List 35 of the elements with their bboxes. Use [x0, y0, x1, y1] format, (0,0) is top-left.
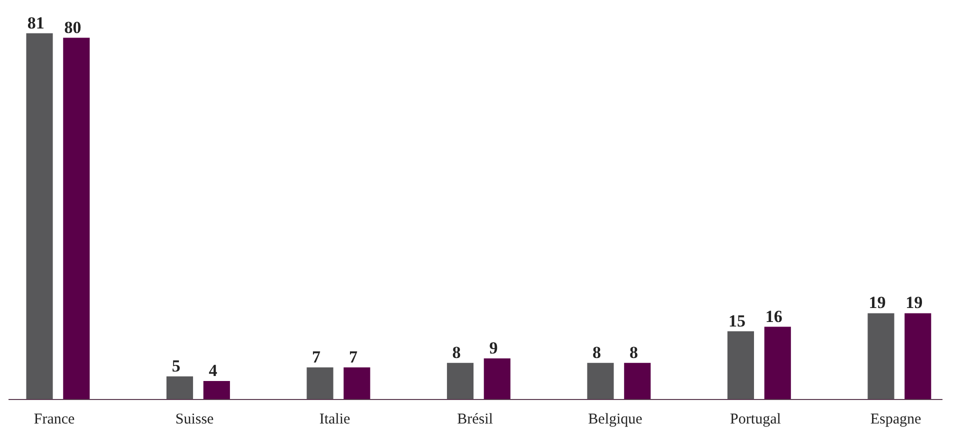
bar — [587, 362, 614, 399]
bar — [764, 326, 791, 399]
bar — [904, 313, 932, 399]
data-label: 8 — [592, 342, 602, 362]
bar — [344, 367, 370, 399]
bar — [306, 367, 334, 399]
data-label: 80 — [64, 18, 82, 37]
data-label: 19 — [906, 293, 923, 312]
data-label: 19 — [868, 293, 886, 312]
bar — [868, 313, 894, 399]
data-label: 81 — [27, 13, 44, 32]
data-label: 7 — [348, 347, 358, 366]
data-label: 5 — [172, 356, 180, 376]
data-label: 7 — [312, 347, 322, 366]
x-tick-label: Italie — [319, 412, 350, 428]
data-label: 15 — [728, 311, 746, 330]
data-label: 9 — [489, 338, 498, 358]
data-label: 16 — [765, 306, 782, 326]
x-tick-label: Brésil — [457, 412, 493, 428]
bar — [166, 376, 194, 399]
bar — [26, 33, 53, 399]
data-label: 8 — [629, 342, 638, 362]
data-label: 8 — [452, 342, 461, 362]
data-label: 4 — [208, 360, 218, 380]
bar — [624, 362, 651, 399]
x-tick-label: Belgique — [588, 412, 643, 428]
x-tick-label: Espagne — [870, 412, 922, 428]
x-tick-label: Portugal — [730, 412, 781, 428]
bar — [203, 380, 230, 399]
bar — [727, 331, 754, 399]
x-tick-label: Suisse — [175, 412, 214, 428]
bar — [63, 38, 90, 399]
bar — [446, 362, 474, 399]
bar — [484, 358, 510, 399]
x-tick-label: France — [34, 412, 76, 428]
